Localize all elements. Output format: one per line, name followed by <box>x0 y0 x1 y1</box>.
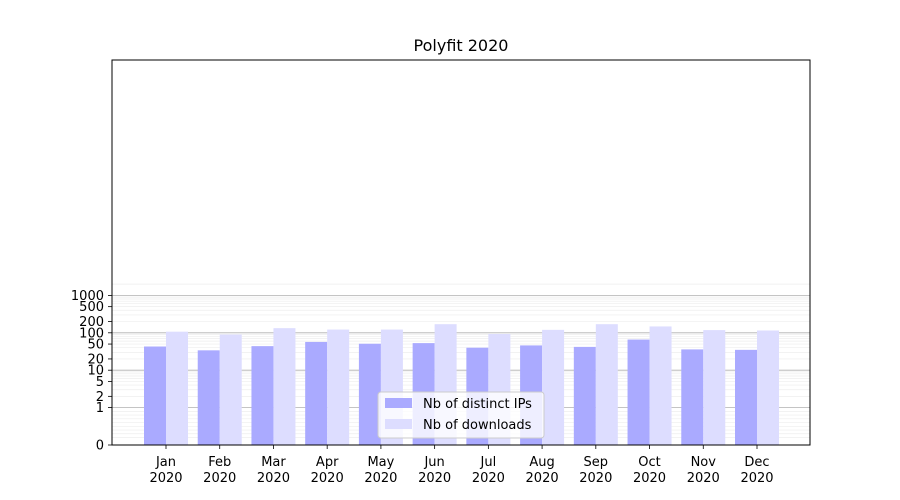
x-tick-label-year: 2020 <box>687 471 720 486</box>
bar-downloads <box>273 328 296 445</box>
y-tick-label: 200 <box>79 315 104 330</box>
bar-downloads <box>166 331 188 445</box>
y-tick-label: 20 <box>87 352 104 367</box>
x-tick-label-month: Jan <box>155 455 176 470</box>
x-tick-label-month: Mar <box>261 455 286 470</box>
bar-downloads <box>703 330 726 445</box>
bar-downloads <box>595 324 618 445</box>
bar-distinct-ips <box>735 349 757 445</box>
x-tick-label-month: Apr <box>316 455 339 470</box>
y-tick-label: 1 <box>96 401 104 416</box>
x-tick-label-month: Dec <box>744 455 769 470</box>
x-tick-label-year: 2020 <box>472 471 505 486</box>
x-tick-label-year: 2020 <box>579 471 612 486</box>
y-tick-label: 500 <box>79 300 104 315</box>
bar-distinct-ips <box>144 346 166 445</box>
x-tick-label-month: Sep <box>584 455 609 470</box>
axes <box>111 59 811 446</box>
bar-downloads <box>542 329 565 445</box>
x-tick-label-year: 2020 <box>203 471 236 486</box>
bar-distinct-ips <box>305 341 328 445</box>
plot-frame <box>111 59 811 446</box>
bar-distinct-ips <box>681 349 704 445</box>
x-tick-label-month: Nov <box>691 455 717 470</box>
y-tick-label: 50 <box>87 338 104 353</box>
bar-distinct-ips <box>627 339 650 445</box>
x-tick-label-month: Jun <box>423 455 444 470</box>
y-tick-label: 10 <box>87 364 104 379</box>
y-tick-label: 100 <box>79 326 104 341</box>
bar-distinct-ips <box>197 350 220 445</box>
y-tick-label: 1000 <box>71 289 104 304</box>
x-tick-label-year: 2020 <box>149 471 182 486</box>
x-axis-ticks: Jan2020Feb2020Mar2020Apr2020May2020Jun20… <box>149 445 774 486</box>
y-tick-label: 2 <box>96 390 104 405</box>
bar-downloads <box>327 329 350 445</box>
x-tick-label-month: Feb <box>208 455 231 470</box>
x-tick-label-month: Aug <box>529 455 554 470</box>
x-tick-label-year: 2020 <box>257 471 290 486</box>
legend-swatch-distinct-ips <box>385 398 412 408</box>
x-tick-label-year: 2020 <box>633 471 666 486</box>
bar-downloads <box>757 330 779 445</box>
legend-swatch-downloads <box>385 419 412 429</box>
chart-title: Polyfit 2020 <box>414 36 509 55</box>
x-tick-label-month: Jul <box>480 455 497 470</box>
legend-label-downloads: Nb of downloads <box>423 418 532 433</box>
x-tick-label-year: 2020 <box>526 471 559 486</box>
bar-downloads <box>219 334 242 445</box>
x-tick-label-month: May <box>367 455 394 470</box>
x-tick-label-year: 2020 <box>364 471 397 486</box>
legend-frame <box>377 391 545 439</box>
bar-downloads <box>649 326 672 445</box>
y-tick-label: 0 <box>96 439 104 454</box>
bar-distinct-ips <box>251 346 274 445</box>
bar-distinct-ips <box>573 346 596 445</box>
legend-label-distinct-ips: Nb of distinct IPs <box>423 397 532 412</box>
x-tick-label-year: 2020 <box>418 471 451 486</box>
bar-distinct-ips <box>358 343 381 445</box>
x-tick-label-year: 2020 <box>311 471 344 486</box>
legend: Nb of distinct IPs Nb of downloads <box>377 391 545 439</box>
x-tick-label-month: Oct <box>638 455 660 470</box>
x-tick-label-year: 2020 <box>740 471 773 486</box>
y-tick-label: 5 <box>96 375 104 390</box>
